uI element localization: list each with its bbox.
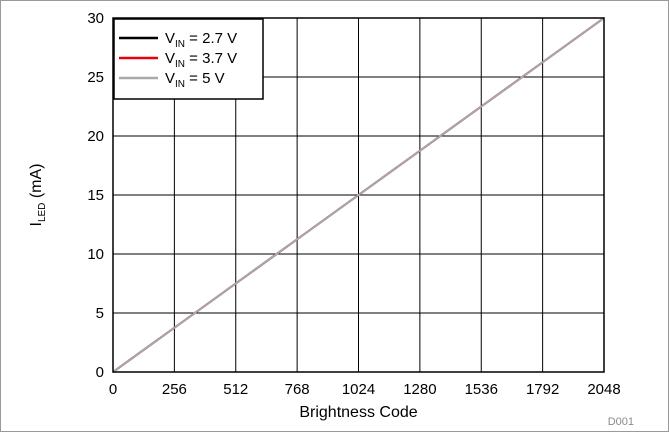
y-axis-title: ILED (mA) xyxy=(28,163,48,226)
figure-id-label: D001 xyxy=(608,416,634,428)
y-tick-label: 25 xyxy=(87,69,104,86)
x-tick-label: 768 xyxy=(285,381,310,398)
y-axis-title-main: I xyxy=(28,222,45,226)
x-tick-label: 1280 xyxy=(403,381,436,398)
plot-area-border xyxy=(112,17,605,373)
y-tick-label: 15 xyxy=(87,187,104,204)
y-tick-label: 30 xyxy=(87,10,104,27)
y-tick-label: 5 xyxy=(96,305,104,322)
y-tick-label: 0 xyxy=(96,364,104,381)
x-tick-labels: 0 256 512 768 1024 1280 1536 1792 2048 xyxy=(109,381,621,398)
x-tick-label: 2048 xyxy=(587,381,620,398)
x-tick-label: 1536 xyxy=(465,381,498,398)
x-tick-label: 1792 xyxy=(526,381,559,398)
y-axis-title-unit: (mA) xyxy=(28,163,45,202)
x-tick-label: 1024 xyxy=(342,381,375,398)
y-tick-label: 10 xyxy=(87,246,104,263)
y-tick-label: 20 xyxy=(87,128,104,145)
x-axis-title: Brightness Code xyxy=(299,404,417,421)
x-tick-label: 0 xyxy=(109,381,117,398)
y-axis-title-sub: LED xyxy=(37,203,48,222)
x-tick-label: 256 xyxy=(162,381,187,398)
y-tick-labels: 0 5 10 15 20 25 30 xyxy=(87,10,104,381)
series-lines xyxy=(112,17,605,373)
series-line xyxy=(112,17,605,373)
legend-label: VIN = 3.7 V xyxy=(165,50,237,70)
x-tick-label: 512 xyxy=(223,381,248,398)
legend-label: VIN = 5 V xyxy=(165,70,225,90)
legend-label: VIN = 2.7 V xyxy=(165,30,237,50)
